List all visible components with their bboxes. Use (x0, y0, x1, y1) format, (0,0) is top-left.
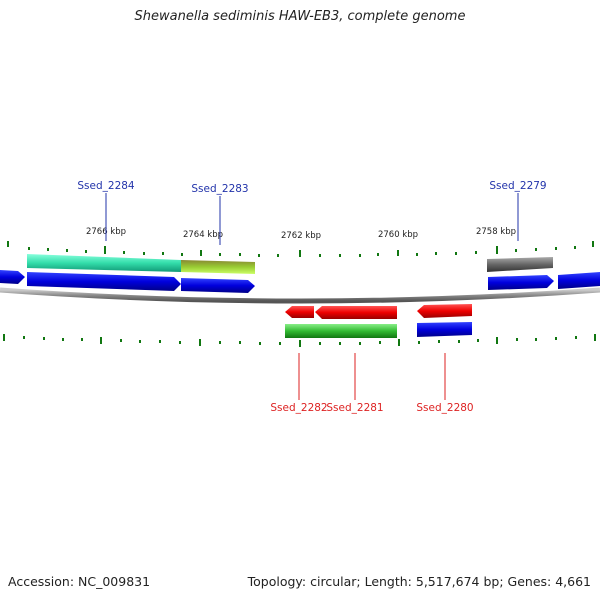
genome-backbone (0, 287, 600, 304)
inner-tick-row (3, 334, 596, 347)
genome-summary-text: Topology: circular; Length: 5,517,674 bp… (247, 574, 591, 589)
accession-text: Accession: NC_009831 (8, 574, 151, 589)
reverse-cog-track (285, 322, 472, 338)
reverse-cds-arrow[interactable] (417, 304, 472, 318)
cog-bar[interactable] (417, 322, 472, 337)
cog-bar[interactable] (285, 324, 397, 338)
scale-label: 2764 kbp (183, 230, 223, 240)
genome-title: Shewanella sediminis HAW-EB3, complete g… (134, 9, 466, 24)
scale-label: 2758 kbp (476, 227, 516, 237)
forward-cog-track (27, 254, 553, 274)
gene-label-forward[interactable]: Ssed_2284 (77, 180, 135, 192)
forward-cds-arrow[interactable] (488, 275, 554, 290)
forward-cds-arrow[interactable] (27, 272, 181, 291)
forward-cds-arrow[interactable] (181, 278, 255, 293)
gene-label-reverse[interactable]: Ssed_2281 (326, 402, 383, 414)
outer-tick-row (7, 241, 594, 257)
cog-bar[interactable] (487, 257, 553, 272)
forward-cds-track (0, 270, 600, 293)
gene-label-reverse[interactable]: Ssed_2280 (416, 402, 473, 414)
gene-label-forward[interactable]: Ssed_2283 (191, 183, 248, 195)
forward-cds-arrow[interactable] (558, 272, 600, 289)
gene-label-forward[interactable]: Ssed_2279 (489, 180, 546, 192)
gene-label-reverse[interactable]: Ssed_2282 (270, 402, 327, 414)
reverse-cds-arrow[interactable] (315, 306, 397, 319)
scale-label: 2760 kbp (378, 230, 418, 240)
scale-label: 2762 kbp (281, 231, 321, 241)
forward-cds-arrow[interactable] (0, 270, 25, 284)
reverse-cds-arrow[interactable] (285, 306, 314, 318)
reverse-cds-track (285, 304, 472, 319)
cog-bar[interactable] (181, 260, 255, 274)
cog-bar[interactable] (27, 254, 181, 272)
